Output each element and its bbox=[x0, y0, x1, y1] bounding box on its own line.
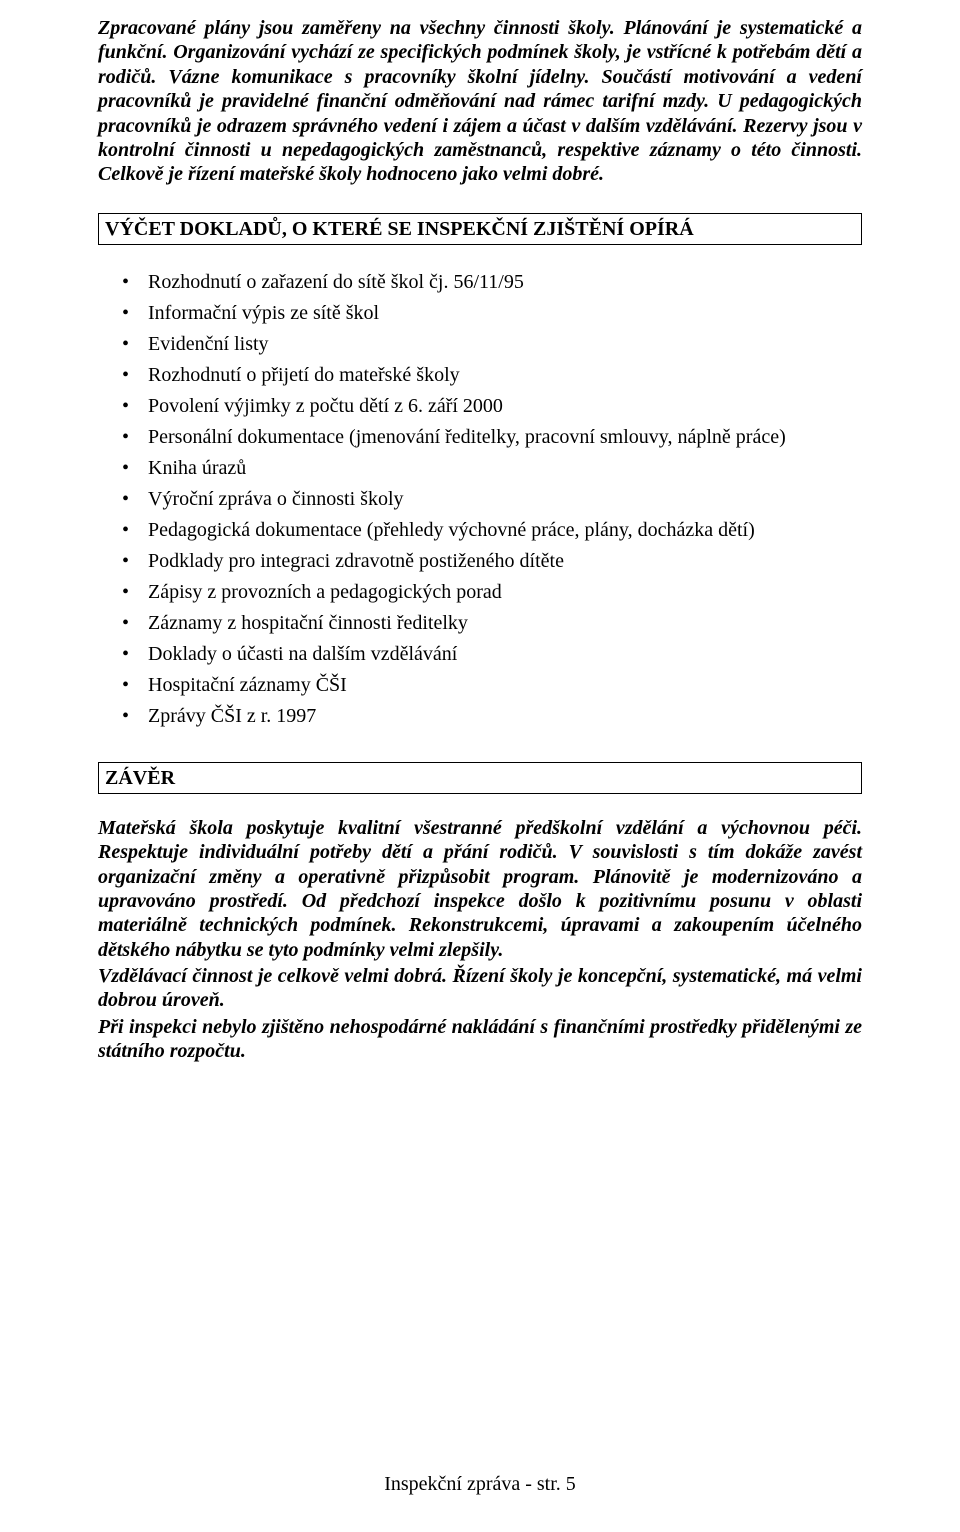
conclusion-paragraph: Při inspekci nebylo zjištěno nehospodárn… bbox=[98, 1015, 862, 1064]
list-item: Evidenční listy bbox=[128, 329, 862, 360]
list-item: Informační výpis ze sítě škol bbox=[128, 298, 862, 329]
list-item: Záznamy z hospitační činnosti ředitelky bbox=[128, 608, 862, 639]
list-item: Pedagogická dokumentace (přehledy výchov… bbox=[128, 515, 862, 546]
page-footer: Inspekční zpráva - str. 5 bbox=[0, 1473, 960, 1496]
list-item: Rozhodnutí o přijetí do mateřské školy bbox=[128, 360, 862, 391]
conclusion-block: Mateřská škola poskytuje kvalitní všestr… bbox=[98, 816, 862, 1064]
document-list: Rozhodnutí o zařazení do sítě škol čj. 5… bbox=[98, 267, 862, 732]
list-item: Personální dokumentace (jmenování ředite… bbox=[128, 422, 862, 453]
list-item: Rozhodnutí o zařazení do sítě škol čj. 5… bbox=[128, 267, 862, 298]
list-item: Povolení výjimky z počtu dětí z 6. září … bbox=[128, 391, 862, 422]
section-vycet-box: VÝČET DOKLADŮ, O KTERÉ SE INSPEKČNÍ ZJIŠ… bbox=[98, 213, 862, 245]
list-item: Doklady o účasti na dalším vzdělávání bbox=[128, 639, 862, 670]
conclusion-paragraph: Vzdělávací činnost je celkově velmi dobr… bbox=[98, 964, 862, 1013]
conclusion-paragraph: Mateřská škola poskytuje kvalitní všestr… bbox=[98, 816, 862, 962]
list-item: Výroční zpráva o činnosti školy bbox=[128, 484, 862, 515]
list-item: Kniha úrazů bbox=[128, 453, 862, 484]
section-zaver-title: ZÁVĚR bbox=[105, 766, 855, 790]
document-page: Zpracované plány jsou zaměřeny na všechn… bbox=[0, 0, 960, 1532]
section-zaver-box: ZÁVĚR bbox=[98, 762, 862, 794]
list-item: Hospitační záznamy ČŠI bbox=[128, 670, 862, 701]
list-item: Podklady pro integraci zdravotně postiže… bbox=[128, 546, 862, 577]
list-item: Zápisy z provozních a pedagogických pora… bbox=[128, 577, 862, 608]
list-item: Zprávy ČŠI z r. 1997 bbox=[128, 701, 862, 732]
section-vycet-title: VÝČET DOKLADŮ, O KTERÉ SE INSPEKČNÍ ZJIŠ… bbox=[105, 217, 855, 241]
intro-paragraph: Zpracované plány jsou zaměřeny na všechn… bbox=[98, 16, 862, 187]
